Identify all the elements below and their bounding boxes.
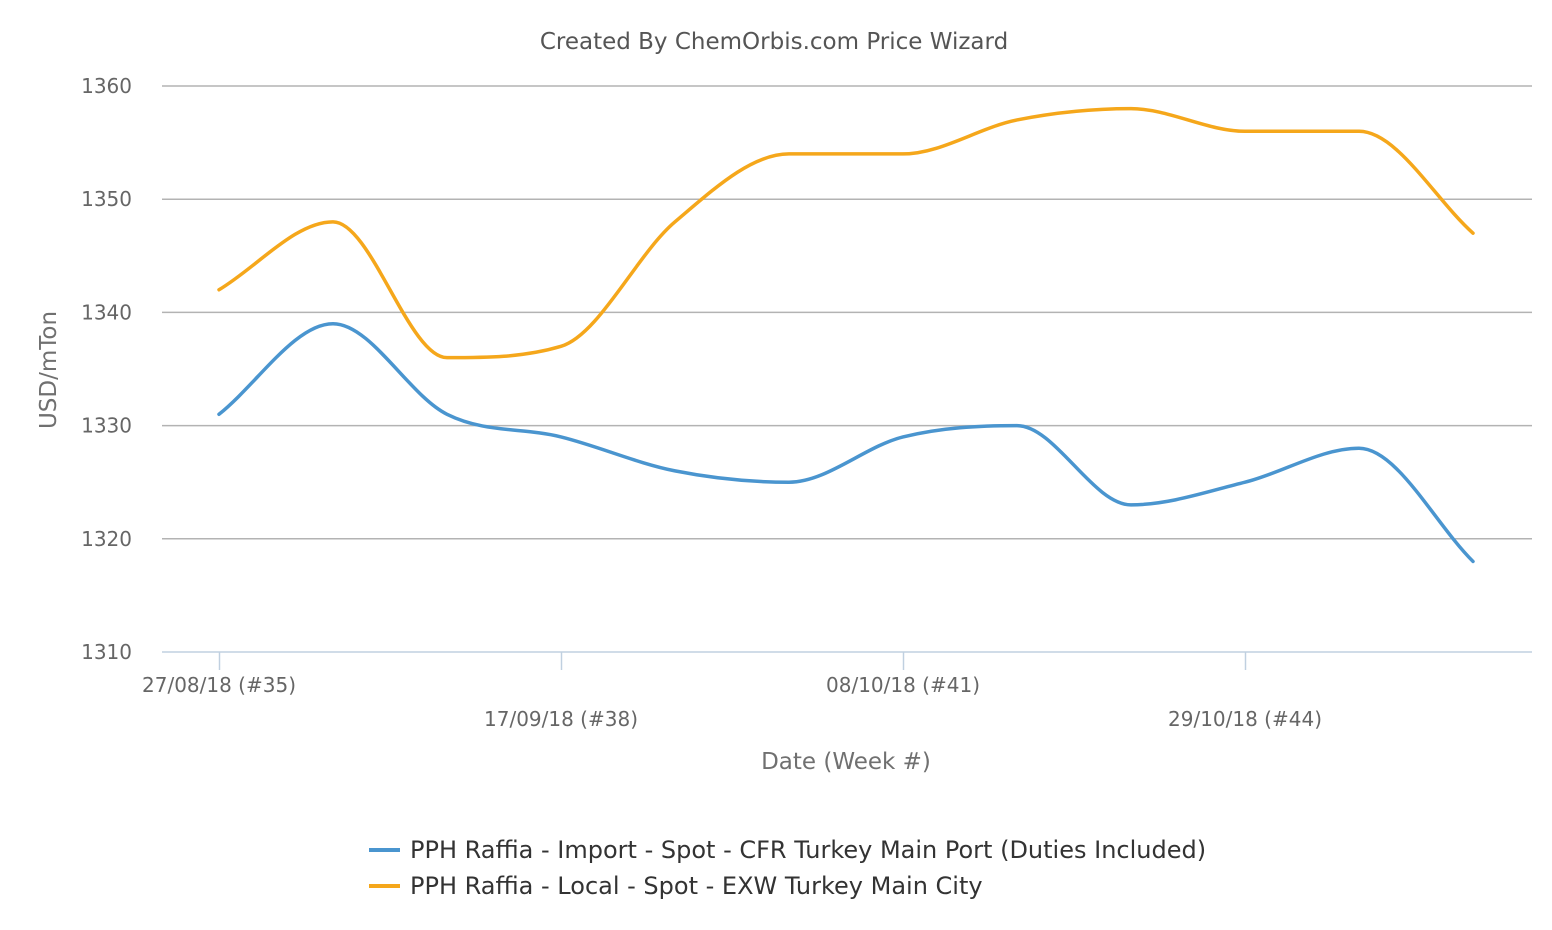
legend-label: PPH Raffia - Local - Spot - EXW Turkey M… — [410, 872, 983, 900]
y-tick-label: 1330 — [81, 414, 132, 438]
y-tick-label: 1350 — [81, 187, 132, 211]
legend: PPH Raffia - Import - Spot - CFR Turkey … — [369, 836, 1206, 900]
series-line-1 — [217, 321, 1475, 564]
series-line-2 — [217, 106, 1475, 360]
y-tick-label: 1310 — [81, 640, 132, 664]
legend-item-2[interactable]: PPH Raffia - Local - Spot - EXW Turkey M… — [369, 872, 983, 900]
y-tick-label: 1340 — [81, 300, 132, 324]
gridlines — [162, 85, 1532, 540]
x-axis-title: Date (Week #) — [761, 749, 931, 775]
x-tick-label: 27/08/18 (#35) — [142, 673, 296, 697]
y-axis-title: USD/mTon — [36, 311, 62, 429]
y-tick-label: 1320 — [81, 527, 132, 551]
legend-item-1[interactable]: PPH Raffia - Import - Spot - CFR Turkey … — [369, 836, 1206, 864]
series-lines — [217, 106, 1475, 564]
y-tick-label: 1360 — [81, 74, 132, 98]
legend-label: PPH Raffia - Import - Spot - CFR Turkey … — [410, 836, 1206, 864]
chart-title: Created By ChemOrbis.com Price Wizard — [540, 29, 1008, 55]
x-tick-label: 17/09/18 (#38) — [484, 707, 638, 731]
y-axis-ticks: 1310 1320 1330 1340 1350 1360 — [81, 74, 132, 664]
x-tick-label: 29/10/18 (#44) — [1168, 707, 1322, 731]
x-tick-label: 08/10/18 (#41) — [826, 673, 980, 697]
x-axis: 27/08/18 (#35) 17/09/18 (#38) 08/10/18 (#4… — [142, 651, 1532, 731]
